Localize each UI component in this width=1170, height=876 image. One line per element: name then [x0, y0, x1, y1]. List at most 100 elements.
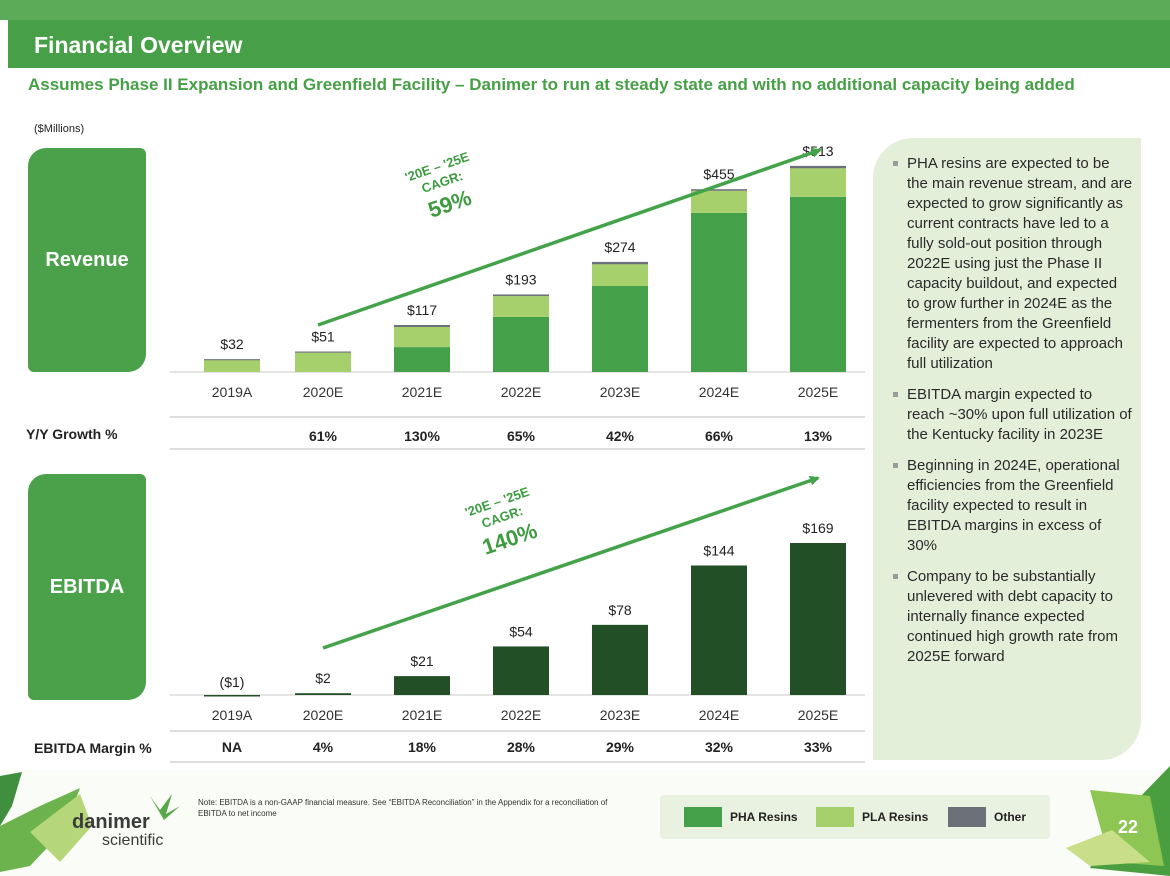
bullet-marker	[893, 161, 898, 166]
margin-value: 33%	[804, 739, 833, 755]
top-band	[0, 0, 1170, 20]
revenue-bar-other	[394, 324, 450, 327]
ebitda-category-label: 2022E	[501, 707, 541, 723]
revenue-bar-pla-resins	[394, 327, 450, 348]
growth-value: 66%	[705, 428, 734, 444]
ebitda-value-label: $2	[315, 670, 331, 686]
ebitda-trend-arrow	[322, 475, 820, 650]
legend-swatch-pla	[816, 807, 854, 827]
ebitda-value-label: $54	[509, 623, 533, 639]
bullet-text: Company to be substantially unlevered wi…	[907, 568, 1118, 665]
revenue-category-label: 2024E	[699, 384, 739, 400]
growth-value: 65%	[507, 428, 536, 444]
ebitda-category-label: 2023E	[600, 707, 640, 723]
revenue-total-label: $32	[220, 336, 244, 352]
revenue-bar-pla-resins	[295, 352, 351, 372]
revenue-category-label: 2020E	[303, 384, 343, 400]
commentary-panel: PHA resins are expected to be the main r…	[873, 138, 1141, 760]
logo-text-primary: danimer	[72, 811, 150, 833]
ebitda-category-label: 2024E	[699, 707, 739, 723]
revenue-bar-pla-resins	[493, 296, 549, 317]
growth-row-label: Y/Y Growth %	[26, 426, 118, 442]
revenue-bar-pla-resins	[204, 360, 260, 372]
logo-leaf-icon	[150, 794, 180, 820]
page-subtitle: Assumes Phase II Expansion and Greenfiel…	[28, 75, 1075, 94]
legend-label-pha: PHA Resins	[730, 810, 798, 824]
revenue-bar-other	[691, 189, 747, 191]
ebitda-category-label: 2021E	[402, 707, 442, 723]
ebitda-value-label: $21	[410, 653, 434, 669]
revenue-bar-other	[790, 165, 846, 169]
revenue-total-label: $51	[311, 329, 335, 345]
ebitda-bar	[295, 693, 351, 695]
ebitda-bar	[790, 543, 846, 695]
growth-value: 13%	[804, 428, 833, 444]
revenue-category-label: 2019A	[212, 384, 253, 400]
units-label: ($Millions)	[34, 123, 85, 135]
bullet-marker	[893, 392, 898, 397]
revenue-bar-other	[493, 294, 549, 297]
page-number: 22	[1118, 817, 1139, 837]
revenue-category-label: 2023E	[600, 384, 640, 400]
ebitda-section-label: EBITDA	[28, 474, 146, 700]
margin-value: 18%	[408, 739, 437, 755]
revenue-bar-other	[204, 359, 260, 361]
growth-value: 130%	[404, 428, 440, 444]
bullet-marker	[893, 463, 898, 468]
ebitda-category-label: 2020E	[303, 707, 343, 723]
ebitda-bar	[691, 565, 747, 695]
margin-value: 28%	[507, 739, 536, 755]
bullet-marker	[893, 574, 898, 579]
revenue-bar-pla-resins	[790, 168, 846, 197]
ebitda-value-label: ($1)	[220, 674, 245, 690]
margin-value: NA	[222, 739, 242, 755]
legend-label-other: Other	[994, 810, 1027, 824]
revenue-category-label: 2022E	[501, 384, 541, 400]
ebitda-bar	[204, 695, 260, 697]
ebitda-bar	[592, 624, 648, 695]
revenue-trend-arrow	[317, 147, 822, 327]
bullet-item: Beginning in 2024E, operational efficien…	[893, 456, 1133, 556]
revenue-total-label: $274	[604, 239, 635, 255]
revenue-category-label: 2025E	[798, 384, 838, 400]
legend-item-pla: PLA Resins	[816, 807, 928, 827]
ebitda-value-label: $144	[703, 542, 734, 558]
margin-value: 32%	[705, 739, 734, 755]
ebitda-value-label: $78	[608, 602, 632, 618]
ebitda-bar	[493, 646, 549, 695]
revenue-category-label: 2021E	[402, 384, 442, 400]
financial-charts: $32 2019A $51 2020E $117 2021E $193 2022E $274 20…	[26, 143, 865, 763]
revenue-total-label: $117	[407, 302, 437, 318]
legend-swatch-other	[948, 807, 986, 827]
bullet-text: PHA resins are expected to be the main r…	[907, 155, 1133, 372]
danimer-logo: danimer scientific	[72, 812, 163, 850]
bullet-text: EBITDA margin expected to reach ~30% upo…	[907, 386, 1132, 443]
page-title: Financial Overview	[34, 32, 243, 58]
title-bar: Financial Overview	[8, 20, 1170, 68]
revenue-total-label: $193	[505, 271, 536, 287]
revenue-bar-pha-resins	[691, 212, 747, 372]
revenue-bar-other	[592, 261, 648, 265]
legend-item-pha: PHA Resins	[684, 807, 798, 827]
ebitda-bar	[394, 676, 450, 695]
bullet-text: Beginning in 2024E, operational efficien…	[907, 457, 1120, 554]
margin-value: 29%	[606, 739, 635, 755]
bullet-item: Company to be substantially unlevered wi…	[893, 567, 1133, 667]
chart-legend: PHA Resins PLA Resins Other	[660, 795, 1050, 839]
revenue-total-label: $455	[703, 166, 734, 182]
ebitda-value-label: $169	[802, 520, 833, 536]
ebitda-note: Note: EBITDA is a non-GAAP financial mea…	[198, 798, 608, 818]
revenue-bar-pha-resins	[790, 196, 846, 372]
ebitda-category-label: 2025E	[798, 707, 838, 723]
revenue-bar-pla-resins	[691, 190, 747, 213]
revenue-bar-pla-resins	[592, 264, 648, 287]
footer-decoration	[0, 766, 1170, 876]
revenue-bar-pha-resins	[592, 286, 648, 372]
margin-row-label: EBITDA Margin %	[34, 740, 152, 756]
legend-label-pla: PLA Resins	[862, 810, 929, 824]
growth-value: 61%	[309, 428, 338, 444]
revenue-section-label: Revenue	[28, 148, 146, 372]
revenue-bar-pha-resins	[394, 347, 450, 372]
